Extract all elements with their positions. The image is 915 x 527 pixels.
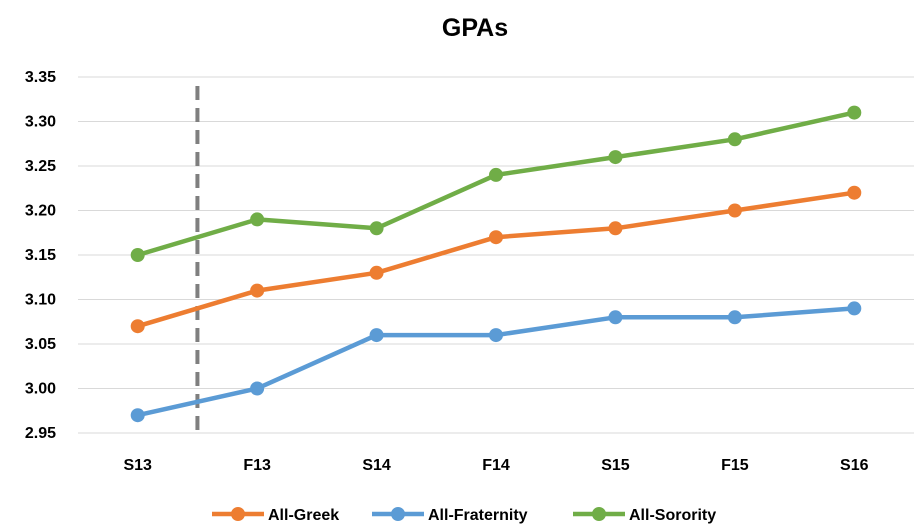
legend: All-Greek All-Fraternity All-Sorority — [212, 507, 716, 524]
y-tick-label: 2.95 — [25, 425, 56, 442]
y-tick-label: 3.20 — [25, 203, 56, 220]
legend-swatch-marker — [592, 507, 606, 521]
y-tick-label: 3.10 — [25, 292, 56, 309]
data-point — [130, 408, 145, 423]
gridlines — [78, 76, 914, 434]
data-point — [847, 185, 862, 200]
series-group — [130, 105, 862, 262]
legend-item: All-Greek — [212, 507, 339, 524]
legend-swatch-marker — [231, 507, 245, 521]
x-tick-label: S16 — [840, 457, 869, 474]
series-group — [130, 185, 862, 334]
data-point — [847, 301, 862, 316]
y-tick-label: 3.15 — [25, 247, 56, 264]
x-tick-label: S13 — [123, 457, 152, 474]
x-tick-label: F14 — [482, 457, 510, 474]
data-point — [250, 283, 265, 298]
y-tick-label: 3.35 — [25, 69, 56, 86]
data-point — [489, 167, 503, 182]
legend-label: All-Fraternity — [428, 507, 528, 524]
legend-label: All-Greek — [268, 507, 339, 524]
data-point — [489, 328, 503, 343]
y-tick-label: 3.25 — [25, 158, 56, 175]
legend-label: All-Sorority — [629, 507, 716, 524]
series — [130, 105, 862, 423]
legend-swatch-marker — [391, 507, 405, 521]
x-tick-label: F15 — [721, 457, 749, 474]
x-tick-label: F13 — [243, 457, 271, 474]
y-tick-label: 3.05 — [25, 336, 56, 353]
data-point — [250, 212, 265, 227]
x-axis-ticks: S13 F13 S14 F14 S15 F15 S16 — [123, 457, 868, 474]
data-point — [847, 105, 862, 120]
data-point — [608, 310, 623, 325]
data-point — [130, 248, 145, 262]
data-point — [727, 310, 742, 325]
series-line — [137, 190, 855, 329]
data-point — [369, 265, 384, 280]
data-point — [727, 203, 742, 218]
chart-title: GPAs — [442, 14, 508, 42]
series-group — [130, 301, 862, 423]
y-tick-label: 3.30 — [25, 114, 56, 131]
data-point — [250, 381, 265, 396]
y-axis-ticks: 3.35 3.30 3.25 3.20 3.15 3.10 3.05 3.00 2.95 — [25, 69, 56, 442]
y-tick-label: 3.00 — [25, 381, 56, 398]
data-point — [489, 230, 503, 245]
data-point — [369, 221, 384, 236]
data-point — [727, 132, 742, 147]
x-tick-label: S15 — [601, 457, 630, 474]
x-tick-label: S14 — [362, 457, 391, 474]
data-point — [608, 221, 623, 236]
data-point — [369, 328, 384, 343]
data-point — [608, 150, 623, 165]
series-line — [137, 306, 855, 418]
legend-item: All-Sorority — [573, 507, 716, 524]
legend-item: All-Fraternity — [372, 507, 528, 524]
data-point — [130, 319, 145, 334]
